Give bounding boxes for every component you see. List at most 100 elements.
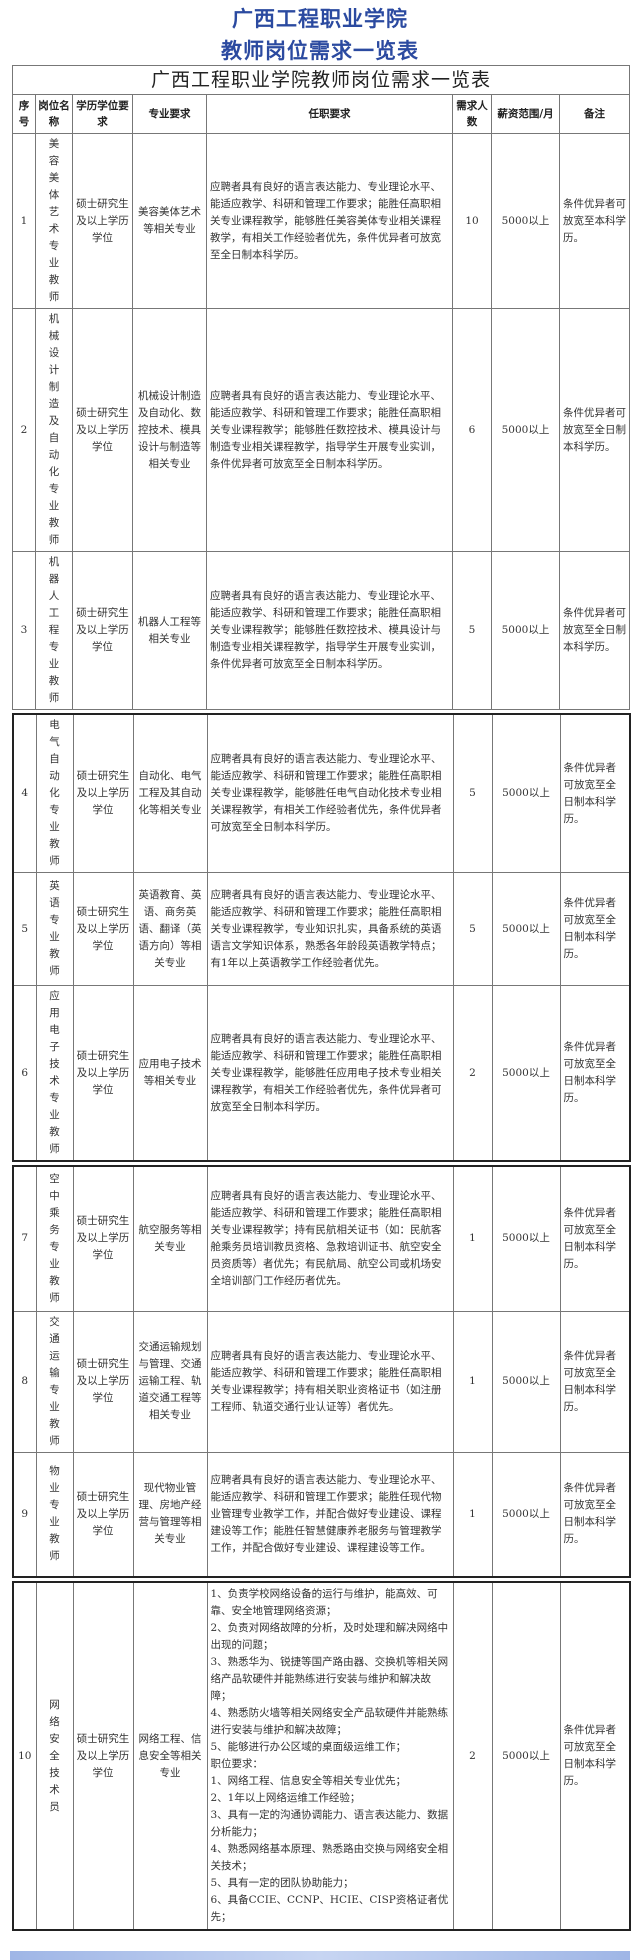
job-req-cell: 应聘者具有良好的语言表达能力、专业理论水平、能适应教学、科研和管理工作要求；能胜… [206,872,454,986]
job-req-cell: 应聘者具有良好的语言表达能力、专业理论水平、能适应教学、科研和管理工作要求；能胜… [206,1165,454,1312]
note-cell: 条件优异者可放宽至全日制本科学历。 [558,308,631,552]
degree-req-cell: 硕士研究生及以上学历学位 [72,551,133,710]
row-number-cell: 10 [12,1581,37,1931]
page-title-line1: 广西工程职业学院 [232,7,408,31]
row-number-cell: 8 [12,1310,37,1453]
job-req-cell: 应聘者具有良好的语言表达能力、专业理论水平、能适应教学、科研和管理工作要求；能胜… [206,1310,454,1453]
note-cell: 条件优异者可放宽至全日制本科学历。 [559,1451,631,1578]
major-req-cell: 机械设计制造及自动化、数控技术、模具设计与制造等相关专业 [132,308,207,552]
degree-req-cell: 硕士研究生及以上学历学位 [72,1581,134,1931]
row-number-cell: 5 [12,872,37,986]
note-cell: 条件优异者可放宽至全日制本科学历。 [559,872,631,986]
header-row: 序号 岗位名称 学历学位要求 专业要求 任职要求 需求人数 薪资范围/月 备注 [12,94,631,134]
degree-req-cell: 硕士研究生及以上学历学位 [72,133,133,309]
headcount-cell: 5 [452,713,493,873]
note-cell: 条件优异者可放宽至全日制本科学历。 [559,985,631,1162]
headcount-cell: 2 [452,985,493,1162]
note-cell: 条件优异者可放宽至本科学历。 [558,133,631,309]
post-name-cell: 网络安全技术员 [35,1581,74,1931]
job-req-cell: 1、负责学校网络设备的运行与维护，能高效、可靠、安全地管理网络资源； 2、负责对… [206,1581,454,1931]
row-number-cell: 2 [12,308,36,552]
degree-req-cell: 硕士研究生及以上学历学位 [72,1310,134,1453]
row-number-cell: 3 [12,551,36,710]
post-name-cell: 交通运输专业教师 [35,1310,74,1453]
major-req-cell: 航空服务等相关专业 [132,1165,208,1312]
column-header: 学历学位要求 [72,94,133,134]
page-title-line2: 教师岗位需求一览表 [221,39,419,63]
salary-cell: 5000以上 [491,1165,561,1312]
headcount-cell: 1 [452,1451,493,1578]
degree-req-cell: 硕士研究生及以上学历学位 [72,872,134,986]
job-req-cell: 应聘者具有良好的语言表达能力、专业理论水平、能适应教学、科研和管理工作要求；能胜… [206,713,454,873]
job-req-cell: 应聘者具有良好的语言表达能力、专业理论水平、能适应教学、科研和管理工作要求；能胜… [206,551,453,710]
post-name-cell: 空中乘务专业教师 [35,1165,74,1312]
salary-cell: 5000以上 [491,1310,561,1453]
note-cell: 条件优异者可放宽至全日制本科学历。 [558,551,631,710]
salary-cell: 5000以上 [491,133,560,309]
job-req-cell: 应聘者具有良好的语言表达能力、专业理论水平、能适应教学、科研和管理工作要求；能胜… [206,133,453,309]
table-section: 广西工程职业学院教师岗位需求一览表 序号 岗位名称 学历学位要求 专业要求 任职要求 需求人… [11,65,631,710]
job-req-cell: 应聘者具有良好的语言表达能力、专业理论水平、能适应教学、科研和管理工作要求；能胜… [206,1451,454,1578]
table-row: 7 空中乘务专业教师 硕士研究生及以上学历学位 航空服务等相关专业 应聘者具有良好的语言… [12,1165,631,1312]
bottom-bar [10,1951,630,1960]
major-req-cell: 现代物业管理、房地产经营与管理等相关专业 [132,1451,208,1578]
post-name-cell: 英语专业教师 [35,872,74,986]
degree-req-cell: 硕士研究生及以上学历学位 [72,1165,134,1312]
column-header: 专业要求 [132,94,207,134]
table-title: 广西工程职业学院教师岗位需求一览表 [11,65,631,95]
table-row: 10 网络安全技术员 硕士研究生及以上学历学位 网络工程、信息安全等相关专业 1、负责学… [12,1581,631,1931]
headcount-cell: 5 [452,872,493,986]
headcount-cell: 5 [452,551,492,710]
row-number-cell: 7 [12,1165,37,1312]
column-header: 序号 [12,94,36,134]
row-number-cell: 4 [12,713,37,873]
salary-cell: 5000以上 [491,308,560,552]
note-cell: 条件优异者可放宽至全日制本科学历。 [559,1165,631,1312]
column-header: 岗位名称 [35,94,73,134]
table-row: 6 应用电子技术专业教师 硕士研究生及以上学历学位 应用电子技术等相关专业 应聘者具有良… [12,985,631,1162]
table-row: 4 电气自动化专业教师 硕士研究生及以上学历学位 自动化、电气工程及其自动化等相关专业… [12,713,631,873]
salary-cell: 5000以上 [491,985,561,1162]
headcount-cell: 2 [452,1581,493,1931]
headcount-cell: 6 [452,308,492,552]
table-row: 9 物业专业教师 硕士研究生及以上学历学位 现代物业管理、房地产经营与管理等相关专业应… [12,1451,631,1578]
note-cell: 条件优异者可放宽至全日制本科学历。 [559,1310,631,1453]
post-name-cell: 电气自动化专业教师 [35,713,74,873]
note-cell: 条件优异者可放宽至全日制本科学历。 [559,713,631,873]
table-row: 8 交通运输专业教师 硕士研究生及以上学历学位 交通运输规划与管理、交通运输工程、轨道… [12,1310,631,1453]
headcount-cell: 1 [452,1310,493,1453]
degree-req-cell: 硕士研究生及以上学历学位 [72,713,134,873]
column-header: 需求人数 [452,94,492,134]
row-number-cell: 9 [12,1451,37,1578]
row-number-cell: 6 [12,985,37,1162]
salary-cell: 5000以上 [491,1581,561,1931]
major-req-cell: 美容美体艺术等相关专业 [132,133,207,309]
table-section: 4 电气自动化专业教师 硕士研究生及以上学历学位 自动化、电气工程及其自动化等相关专业… [12,713,631,1162]
degree-req-cell: 硕士研究生及以上学历学位 [72,1451,134,1578]
major-req-cell: 应用电子技术等相关专业 [132,985,208,1162]
table-row: 3 机器人工程专业教师 硕士研究生及以上学历学位 机器人工程等相关专业 应聘者具有良好的… [12,551,631,710]
table-row: 5 英语专业教师 硕士研究生及以上学历学位 英语教育、英语、商务英语、翻译（英语方向）… [12,872,631,986]
degree-req-cell: 硕士研究生及以上学历学位 [72,308,133,552]
salary-cell: 5000以上 [491,713,561,873]
job-table: 广西工程职业学院教师岗位需求一览表 序号 岗位名称 学历学位要求 专业要求 任职要求 需求人… [0,65,640,1931]
column-header: 备注 [558,94,631,134]
column-header: 任职要求 [206,94,453,134]
post-name-cell: 物业专业教师 [35,1451,74,1578]
salary-cell: 5000以上 [491,1451,561,1578]
table-section: 7 空中乘务专业教师 硕士研究生及以上学历学位 航空服务等相关专业 应聘者具有良好的语言… [12,1165,631,1578]
table-row: 1 美容美体艺术专业教师 硕士研究生及以上学历学位 美容美体艺术等相关专业 应聘者具有良… [12,133,631,309]
major-req-cell: 英语教育、英语、商务英语、翻译（英语方向）等相关专业 [132,872,208,986]
table-row: 2 机械设计制造及自动化专业教师 硕士研究生及以上学历学位 机械设计制造及自动化、数控… [12,308,631,552]
column-header: 薪资范围/月 [491,94,560,134]
major-req-cell: 交通运输规划与管理、交通运输工程、轨道交通工程等相关专业 [132,1310,208,1453]
salary-cell: 5000以上 [491,551,560,710]
headcount-cell: 10 [452,133,492,309]
job-req-cell: 应聘者具有良好的语言表达能力、专业理论水平、能适应教学、科研和管理工作要求；能胜… [206,308,453,552]
table-section: 10 网络安全技术员 硕士研究生及以上学历学位 网络工程、信息安全等相关专业 1、负责学… [12,1581,631,1931]
degree-req-cell: 硕士研究生及以上学历学位 [72,985,134,1162]
post-name-cell: 应用电子技术专业教师 [35,985,74,1162]
post-name-cell: 美容美体艺术专业教师 [35,133,73,309]
note-cell: 条件优异者可放宽至全日制本科学历。 [559,1581,631,1931]
major-req-cell: 机器人工程等相关专业 [132,551,207,710]
